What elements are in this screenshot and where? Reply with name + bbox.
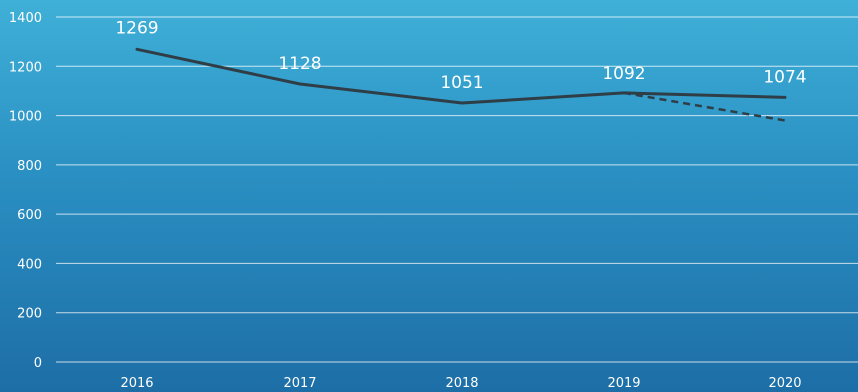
x-tick-label: 2019 [607,376,640,391]
y-tick-label: 800 [17,159,42,174]
y-tick-label: 200 [17,307,42,322]
data-point-2017 [299,83,302,86]
y-tick-label: 1400 [9,11,42,26]
dashed-series-line [623,91,786,122]
data-label-2019: 1092 [602,64,645,84]
solid-series-line [135,47,787,105]
data-label-2018: 1051 [440,73,483,93]
x-axis-tick-labels: 2016 2017 2018 2019 2020 [120,376,801,391]
x-tick-label: 2016 [120,376,153,391]
y-tick-label: 600 [17,208,42,223]
data-point-2020-dashed [784,119,787,122]
data-label-2020: 1074 [763,67,806,87]
x-tick-label: 2017 [283,376,316,391]
data-point-2016 [136,48,139,51]
data-point-2019-dashed [623,91,626,94]
y-tick-label: 1000 [9,110,42,125]
gridlines [56,16,858,363]
data-labels: 1269 1128 1051 1092 1074 [115,18,806,93]
y-tick-label: 1200 [9,60,42,75]
data-point-2020 [784,96,787,99]
y-tick-label: 400 [17,257,42,272]
data-label-2016: 1269 [115,18,158,38]
x-tick-label: 2018 [445,376,478,391]
x-tick-label: 2020 [768,376,801,391]
y-axis-tick-labels: 0 200 400 600 800 1000 1200 1400 [9,11,42,371]
series-lines [135,47,787,122]
y-tick-label: 0 [34,356,42,371]
data-label-2017: 1128 [278,54,321,74]
data-point-2018 [461,102,464,105]
